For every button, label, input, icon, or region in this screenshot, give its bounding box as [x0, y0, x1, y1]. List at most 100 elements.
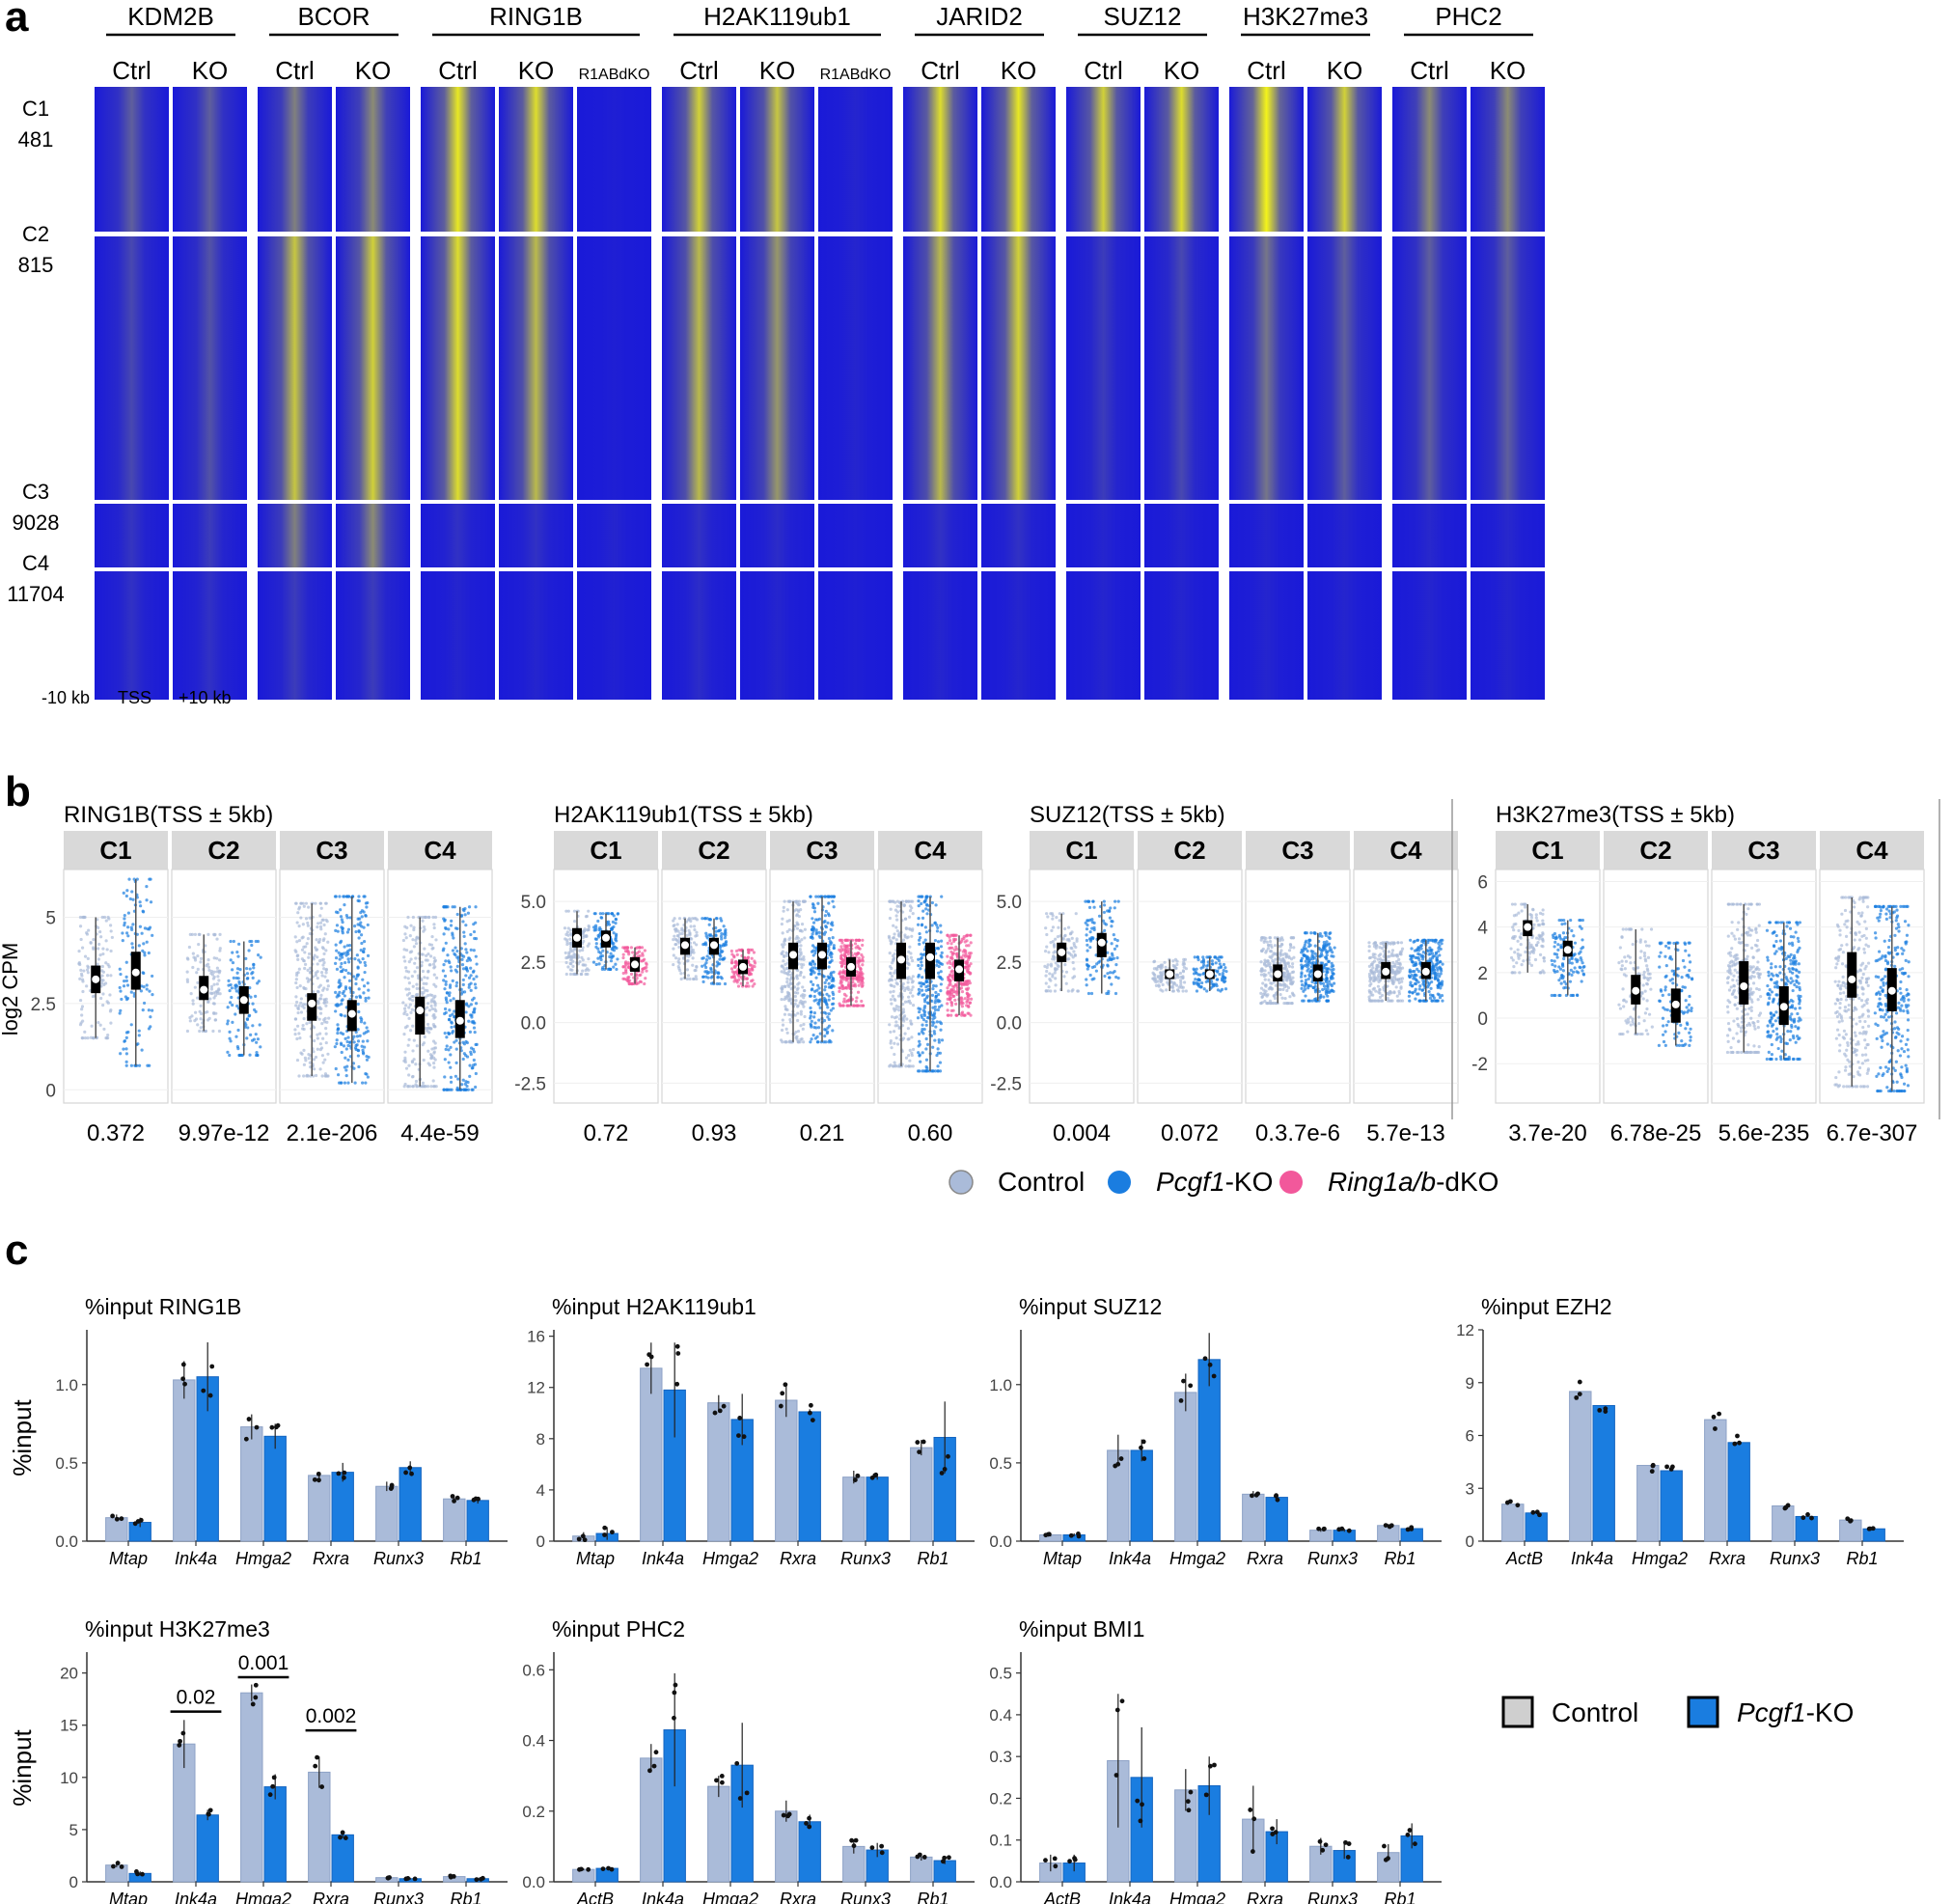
data-point [90, 1024, 94, 1028]
data-point [905, 1017, 909, 1021]
data-point [402, 1033, 406, 1036]
data-point [930, 1069, 935, 1073]
data-point [587, 942, 591, 946]
data-point [903, 935, 907, 939]
data-point [336, 1027, 341, 1031]
data-point [304, 1059, 308, 1062]
track-label: R1ABdKO [579, 67, 650, 83]
data-point [92, 1036, 96, 1040]
data-point [811, 987, 814, 991]
data-point [1216, 988, 1221, 992]
data-point [597, 962, 601, 966]
data-point [946, 941, 949, 945]
data-point [611, 920, 616, 924]
data-point [1156, 975, 1160, 979]
data-point [415, 992, 420, 997]
data-point [587, 925, 591, 929]
data-point [1114, 944, 1119, 948]
data-point [787, 938, 791, 942]
data-point [889, 939, 893, 943]
track-label: Ctrl [679, 56, 718, 85]
data-point [450, 1025, 454, 1030]
data-point [427, 1063, 432, 1067]
data-point [787, 919, 791, 923]
data-point [1182, 980, 1187, 984]
data-point [301, 1023, 305, 1028]
data-point [1106, 963, 1110, 967]
data-point [336, 911, 340, 915]
data-point [228, 1001, 233, 1005]
data-point [124, 1047, 128, 1051]
data-point [705, 936, 709, 940]
y-tick-label: 2.5 [31, 995, 56, 1015]
data-point [300, 957, 304, 961]
data-point [343, 994, 346, 998]
data-point [433, 1058, 437, 1062]
data-point [228, 1030, 232, 1035]
data-point [303, 962, 308, 966]
data-point [581, 930, 586, 935]
data-point [894, 981, 898, 985]
group-title: H2AK119ub1 [703, 2, 851, 31]
data-point [421, 952, 425, 956]
data-point [334, 1003, 338, 1007]
data-point [77, 962, 81, 966]
data-point [408, 1029, 413, 1033]
data-point [421, 1081, 426, 1085]
data-point [462, 934, 466, 938]
heatmap-block [1392, 504, 1467, 567]
data-point [448, 1014, 453, 1018]
facet-strip [172, 831, 276, 869]
data-point [839, 979, 843, 982]
data-point [816, 983, 820, 987]
data-point [193, 1010, 198, 1014]
data-point [810, 1037, 813, 1041]
data-point [910, 958, 915, 963]
data-point [695, 943, 699, 947]
data-point [147, 1008, 151, 1012]
track-label: Ctrl [1247, 56, 1285, 85]
data-point [325, 1020, 329, 1024]
data-point [802, 988, 807, 993]
data-point [109, 1021, 113, 1025]
data-point [889, 1030, 893, 1035]
data-point [1111, 953, 1114, 957]
data-point [360, 915, 364, 919]
data-point [432, 966, 436, 970]
data-point [299, 997, 303, 1001]
data-point [345, 930, 350, 934]
data-point [473, 982, 478, 986]
data-point [131, 897, 135, 901]
data-point [952, 994, 956, 998]
data-point [341, 921, 344, 924]
data-point [326, 984, 330, 988]
data-point [430, 998, 434, 1002]
data-point [856, 990, 861, 994]
data-point [781, 945, 785, 949]
data-point [796, 1029, 801, 1034]
data-point [213, 994, 217, 998]
data-point [130, 942, 134, 946]
track-label: KO [1001, 56, 1037, 85]
data-point [939, 989, 943, 993]
data-point [322, 952, 326, 956]
data-point [1054, 968, 1058, 972]
data-point [231, 960, 235, 965]
data-point [337, 1003, 341, 1007]
data-point [145, 898, 149, 902]
data-point [249, 1033, 253, 1036]
data-point [207, 1016, 211, 1020]
data-point [407, 987, 411, 991]
heatmap-block [95, 87, 169, 232]
data-point [824, 999, 828, 1004]
data-point [732, 975, 737, 980]
data-point [217, 979, 221, 982]
data-point [953, 982, 958, 987]
data-point [334, 961, 338, 966]
data-point [426, 976, 429, 980]
heatmap-block [95, 571, 169, 700]
data-point [402, 955, 406, 959]
data-point [96, 962, 99, 966]
data-point [312, 1026, 316, 1030]
data-point [207, 968, 211, 973]
